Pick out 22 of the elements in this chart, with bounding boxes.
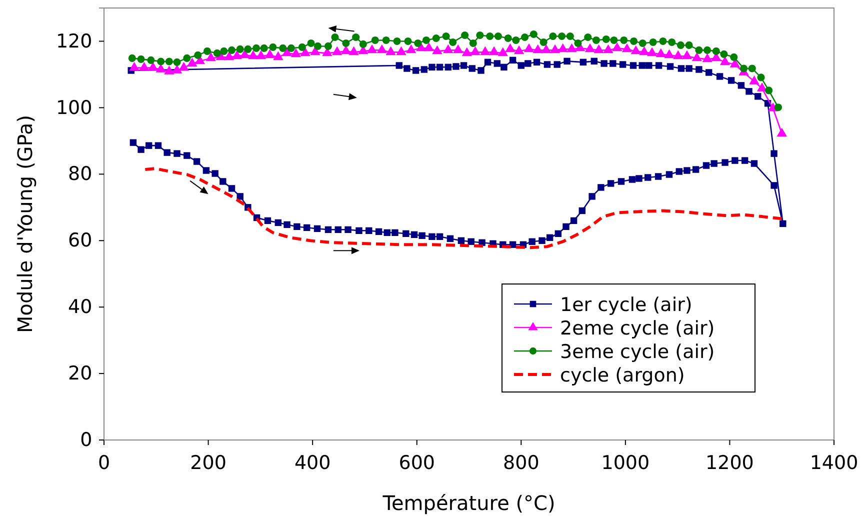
y-tick-label: 40 (68, 296, 92, 318)
y-tick-label: 0 (80, 429, 92, 452)
x-tick-label: 0 (98, 452, 110, 474)
line-series (144, 167, 784, 250)
legend-label: 3eme cycle (air) (560, 341, 715, 363)
y-tick-label: 60 (68, 230, 92, 252)
x-tick-label: 800 (503, 452, 540, 474)
x-tick-label: 1400 (810, 452, 858, 474)
y-tick-label: 100 (56, 96, 92, 119)
x-tick-label: 200 (190, 452, 226, 474)
x-tick-label: 1000 (601, 452, 650, 474)
y-tick-label: 80 (68, 163, 92, 186)
legend-label: cycle (argon) (560, 364, 685, 386)
legend-label: 2eme cycle (air) (560, 318, 715, 340)
x-axis-title: Température (°C) (382, 491, 556, 515)
y-tick-label: 120 (56, 30, 92, 52)
x-tick-label: 600 (398, 452, 435, 474)
legend-label: 1er cycle (air) (560, 294, 692, 316)
x-tick-label: 1200 (706, 452, 754, 474)
y-axis-title: Module d'Young (GPa) (13, 115, 37, 333)
x-tick-label: 400 (294, 452, 331, 474)
y-tick-label: 20 (68, 362, 92, 385)
